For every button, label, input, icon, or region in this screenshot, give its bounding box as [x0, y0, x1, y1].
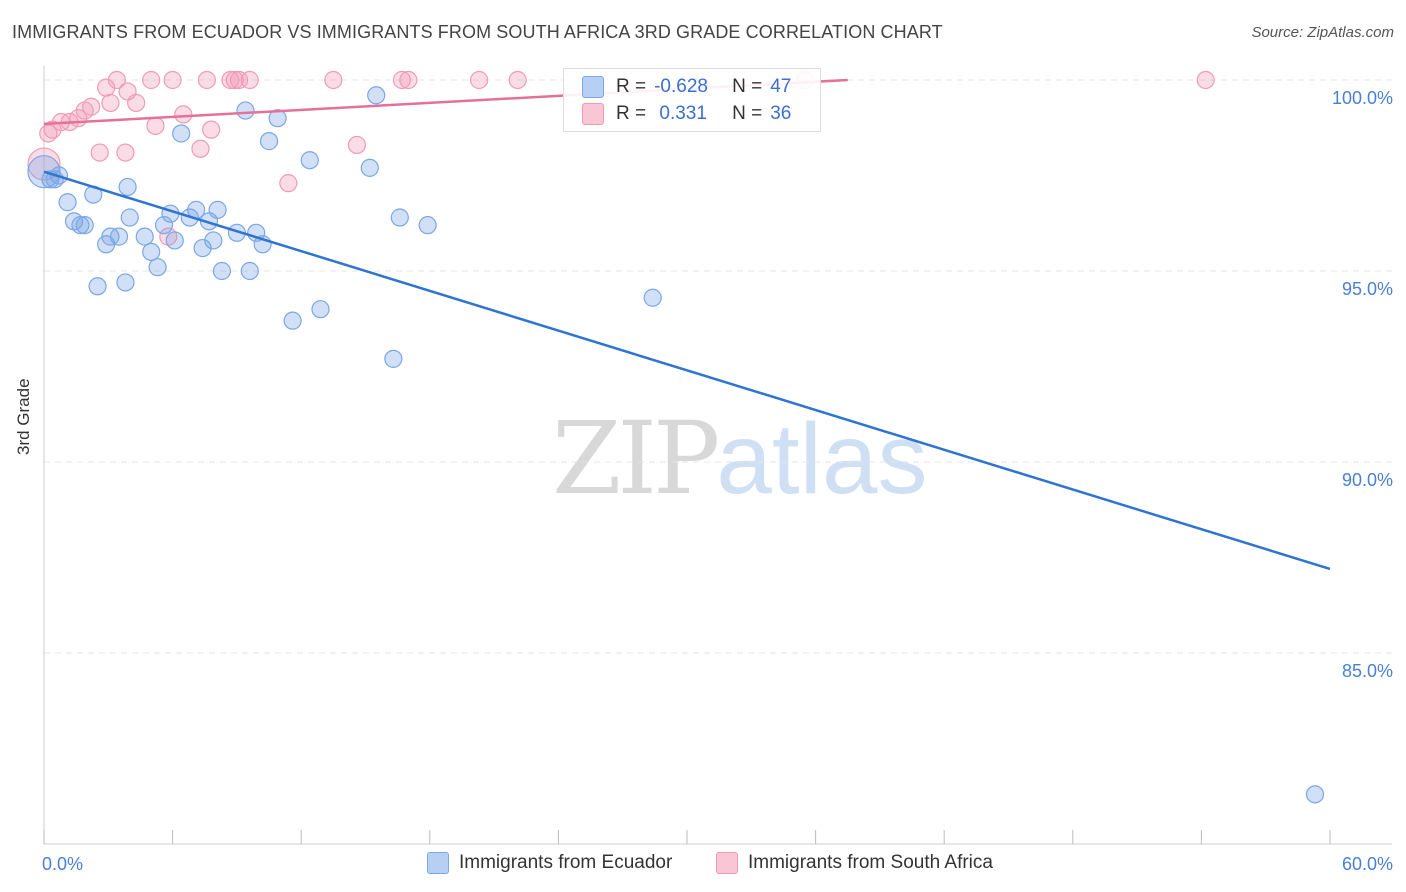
- south-africa-point: [197, 70, 216, 90]
- ecuador-point: [109, 227, 129, 246]
- source-label[interactable]: Source: ZipAtlas.com: [1251, 24, 1394, 41]
- south-africa-point: [90, 143, 109, 162]
- stats-legend: R = -0.628 N = 47 R = 0.331 N = 36: [563, 68, 821, 132]
- ecuador-point: [643, 288, 662, 307]
- ecuador-point: [367, 86, 386, 105]
- trend-lines: [43, 78, 1331, 571]
- south-africa-point: [142, 70, 161, 90]
- ecuador-point: [120, 208, 139, 227]
- ecuador-point: [88, 277, 107, 296]
- south-africa-point: [1196, 70, 1215, 90]
- ecuador-point: [135, 227, 154, 246]
- south-africa-point: [508, 70, 527, 90]
- ecuador-point: [418, 216, 437, 235]
- x-tick-label: 60.0%: [1342, 854, 1393, 874]
- legend-label-south-africa: Immigrants from South Africa: [748, 852, 993, 873]
- legend-label-ecuador: Immigrants from Ecuador: [459, 852, 673, 873]
- ecuador-point: [240, 261, 259, 281]
- legend-r-label: R =: [616, 103, 647, 124]
- south-africa-point: [127, 93, 146, 113]
- south-africa-point: [392, 70, 412, 90]
- watermark: ZIPatlas: [552, 400, 928, 517]
- legend-item-south-africa[interactable]: Immigrants from South Africa: [716, 852, 993, 874]
- legend-r-value-ecuador: -0.628: [654, 76, 708, 97]
- y-tick-label: 85.0%: [1342, 661, 1393, 681]
- legend-n-value-south-africa: 36: [770, 103, 792, 124]
- ecuador-point: [148, 258, 167, 277]
- south-africa-point: [82, 97, 101, 116]
- south-africa-legend-swatch: [716, 852, 738, 874]
- watermark-zip: ZIP: [552, 400, 720, 517]
- ecuador-point: [311, 300, 330, 319]
- south-africa-point: [324, 70, 343, 90]
- ecuador-point: [212, 261, 231, 281]
- ecuador-point: [172, 124, 191, 143]
- legend-item-ecuador[interactable]: Immigrants from Ecuador: [427, 852, 672, 874]
- ecuador-point: [118, 177, 137, 197]
- grid-lines: [44, 79, 1392, 654]
- ecuador-point: [204, 231, 223, 250]
- south-africa-point: [469, 70, 489, 90]
- ecuador-point: [154, 216, 174, 235]
- ecuador-point: [116, 273, 135, 292]
- ecuador-point: [208, 200, 227, 219]
- ecuador-points: [27, 86, 1325, 804]
- ecuador-point: [384, 349, 403, 368]
- legend-r-value-south-africa: 0.331: [654, 103, 707, 124]
- legend-n-label: N =: [732, 103, 763, 124]
- legend-n-label: N =: [732, 76, 763, 97]
- south-africa-point: [202, 120, 221, 139]
- ecuador-point: [58, 193, 77, 212]
- south-africa-point: [399, 70, 418, 90]
- south-africa-point: [229, 70, 249, 90]
- ecuador-point: [1305, 785, 1325, 804]
- ecuador-legend-swatch: [427, 852, 449, 874]
- ecuador-point: [268, 109, 287, 128]
- watermark-atlas: atlas: [716, 403, 928, 515]
- ecuador-point: [259, 132, 279, 151]
- ecuador-point: [71, 216, 90, 235]
- axes: [43, 66, 1392, 845]
- x-tick-label: 0.0%: [42, 854, 83, 874]
- south-africa-point: [240, 70, 259, 90]
- y-tick-label: 90.0%: [1342, 470, 1393, 490]
- tick-labels: 100.0% 95.0% 90.0% 85.0% 0.0% 60.0%: [42, 88, 1393, 874]
- ecuador-point: [283, 311, 302, 330]
- south-africa-point: [347, 135, 367, 155]
- ecuador-point: [165, 231, 184, 250]
- south-africa-point: [191, 139, 210, 158]
- ecuador-point: [390, 208, 409, 227]
- ecuador-swatch: [582, 76, 604, 98]
- legend-n-value-ecuador: 47: [770, 76, 792, 97]
- south-africa-swatch: [582, 103, 604, 125]
- ecuador-point: [300, 151, 319, 170]
- chart-title: IMMIGRANTS FROM ECUADOR VS IMMIGRANTS FR…: [12, 22, 943, 42]
- y-tick-label: 95.0%: [1342, 279, 1393, 299]
- ecuador-point: [75, 216, 94, 235]
- ecuador-point: [236, 101, 255, 120]
- south-africa-point: [225, 70, 244, 90]
- south-africa-point: [101, 93, 120, 113]
- legend-row-ecuador: R = -0.628 N = 47: [582, 74, 791, 100]
- south-africa-point: [279, 174, 298, 193]
- south-africa-point: [174, 105, 193, 124]
- ecuador-point: [142, 242, 161, 261]
- legend-r-label: R =: [616, 76, 647, 97]
- ecuador-trend-line: [43, 170, 1331, 571]
- south-africa-point: [116, 143, 135, 162]
- legend-row-south-africa: R = 0.331 N = 36: [582, 101, 791, 127]
- south-africa-point: [163, 70, 182, 90]
- south-africa-point: [107, 70, 126, 90]
- south-africa-points: [27, 70, 1215, 246]
- south-africa-point: [27, 147, 61, 181]
- south-africa-point: [39, 124, 58, 143]
- series-legend: Immigrants from Ecuador Immigrants from …: [0, 852, 1406, 878]
- ecuador-point: [360, 158, 379, 177]
- south-africa-point: [146, 116, 165, 135]
- y-tick-label: 100.0%: [1332, 88, 1393, 108]
